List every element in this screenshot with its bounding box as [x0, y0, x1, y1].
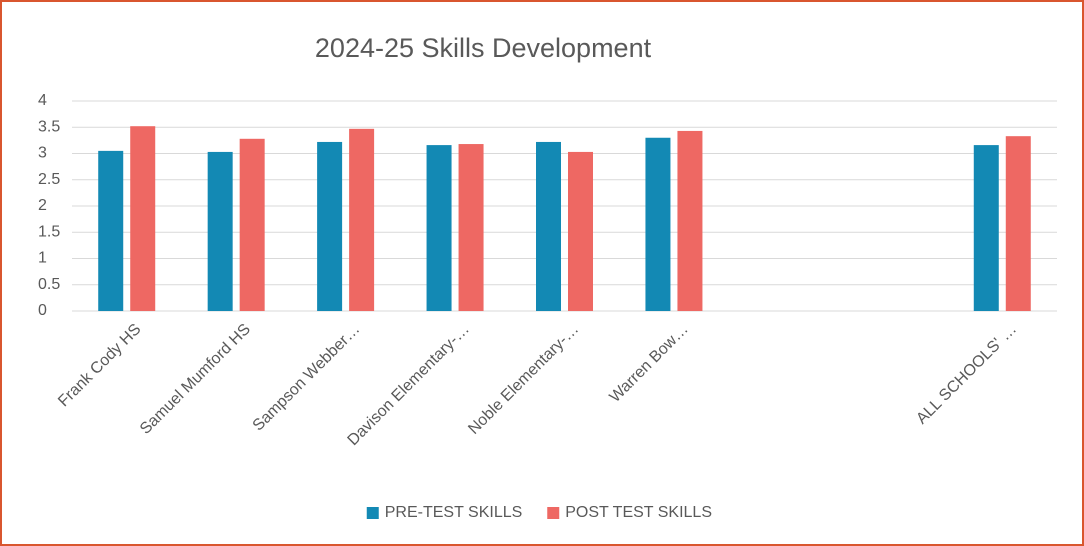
y-tick-label: 3	[38, 145, 47, 162]
bar	[317, 141, 343, 311]
chart-title: 2024-25 Skills Development	[315, 33, 652, 63]
bar	[207, 151, 233, 311]
bar	[568, 151, 593, 311]
bar	[645, 137, 671, 311]
y-tick-label: 2	[38, 197, 47, 214]
bar	[98, 150, 124, 311]
y-tick-label: 4	[38, 92, 47, 109]
y-tick-label: 1	[38, 250, 47, 267]
bar	[349, 128, 375, 311]
legend-swatch	[366, 507, 379, 519]
y-tick-label: 3.5	[38, 118, 60, 135]
bar	[458, 144, 484, 311]
bar	[677, 130, 703, 311]
bar	[239, 138, 265, 311]
bar	[1005, 136, 1031, 311]
legend-label: POST TEST SKILLS	[565, 504, 712, 521]
legend-label: PRE-TEST SKILLS	[385, 504, 523, 521]
bar	[536, 141, 561, 311]
bar	[130, 126, 156, 311]
bar	[426, 145, 452, 311]
legend-swatch	[547, 507, 560, 519]
y-tick-label: 1.5	[38, 223, 60, 240]
y-tick-label: 0.5	[38, 276, 60, 293]
y-tick-label: 0	[38, 302, 47, 319]
y-tick-label: 2.5	[38, 171, 60, 188]
bar	[973, 145, 999, 311]
